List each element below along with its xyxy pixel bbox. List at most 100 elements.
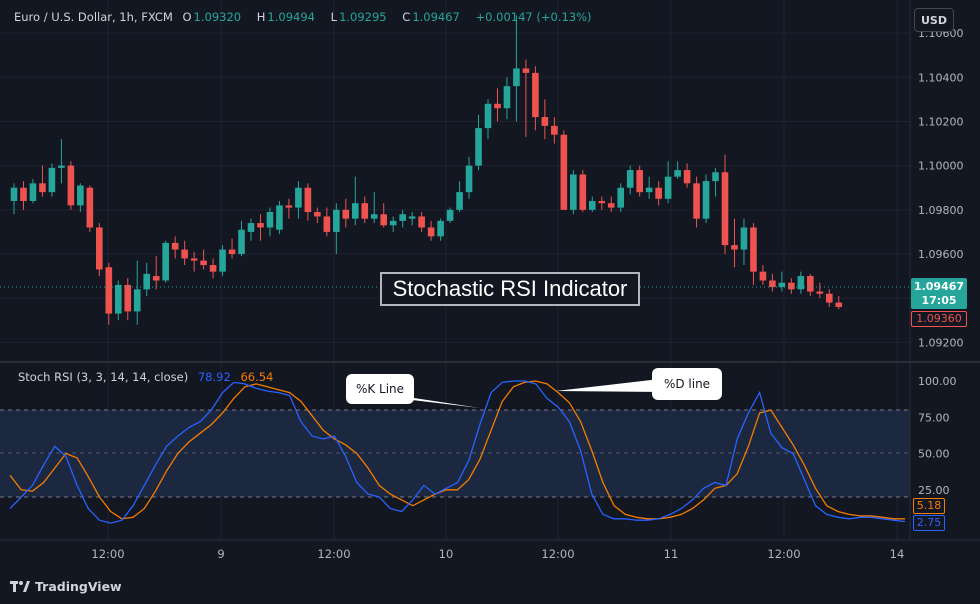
rsi-tick-label: 100.00: [918, 375, 957, 388]
candle-body: [636, 170, 643, 193]
candle-body: [408, 216, 416, 219]
overlay-title: Stochastic RSI Indicator: [380, 272, 640, 306]
candle-body: [655, 187, 662, 199]
candle-body: [503, 86, 511, 109]
candle-body: [114, 284, 122, 314]
rsi-tick-label: 50.00: [918, 448, 950, 461]
price-tick-label: 1.10000: [918, 160, 964, 173]
time-tick-label: 9: [217, 547, 224, 561]
candle-body: [769, 280, 776, 288]
open-value: 1.09320: [193, 10, 242, 24]
candle-body: [96, 227, 103, 270]
high-value: 1.09494: [267, 10, 315, 24]
rsi-d-value: 66.54: [240, 370, 274, 384]
candle-body: [276, 205, 283, 230]
currency-button[interactable]: USD: [914, 8, 954, 32]
time-axis[interactable]: 12:00 9 12:00 10 12:00 11 12:00 14: [91, 547, 904, 561]
candle-body: [124, 284, 132, 312]
candle-body: [797, 276, 805, 290]
candle-body: [399, 214, 406, 221]
candle-body: [759, 271, 767, 281]
close-value: 1.09467: [412, 10, 460, 24]
candle-body: [209, 265, 217, 272]
candle-body: [58, 165, 65, 168]
k-line-pointer: [395, 398, 480, 408]
candle-body: [721, 172, 729, 246]
tradingview-icon: [10, 580, 30, 592]
price-tick-label: 1.09200: [918, 336, 964, 349]
candle-body: [532, 72, 539, 118]
candle-body: [522, 68, 530, 73]
price-tick-label: 1.10200: [918, 115, 964, 128]
candle-body: [285, 205, 293, 208]
candle-body: [465, 165, 473, 193]
rsi-tick-label: 25.00: [918, 484, 950, 497]
candle-body: [29, 183, 37, 201]
candle-body: [342, 209, 350, 219]
candle-body: [579, 174, 587, 210]
candle-body: [323, 216, 331, 232]
last-price: 1.09467: [913, 280, 965, 293]
candle-body: [67, 165, 75, 206]
candle-body: [380, 214, 388, 226]
k-line: [9, 380, 906, 524]
candle-body: [456, 192, 463, 210]
candle-body: [702, 181, 710, 219]
candle-body: [778, 282, 786, 288]
rsi-k-value: 78.92: [197, 370, 231, 384]
candle-body: [190, 258, 198, 261]
rsi-legend[interactable]: Stoch RSI (3, 3, 14, 14, close) 78.92 66…: [18, 370, 273, 384]
candle-body: [427, 227, 435, 237]
candle-body: [607, 203, 615, 208]
candle-body: [133, 289, 141, 312]
rsi-title: Stoch RSI (3, 3, 14, 14, close): [18, 370, 189, 384]
time-tick-label: 12:00: [541, 547, 574, 561]
price-tick-label: 1.09600: [918, 248, 964, 261]
k-last-tag: 2.75: [913, 515, 945, 531]
candle-body: [712, 172, 719, 182]
candle-body: [171, 242, 179, 250]
close-label: C: [402, 10, 411, 24]
candle-body: [560, 134, 568, 210]
candle-body: [541, 117, 549, 126]
time-tick-label: 12:00: [767, 547, 800, 561]
candle-body: [295, 187, 302, 208]
candle-body: [351, 203, 359, 219]
candle-body: [228, 249, 236, 254]
symbol-name: Euro / U.S. Dollar, 1h, FXCM: [14, 10, 173, 24]
candle-body: [750, 227, 757, 272]
candle-body: [551, 125, 558, 135]
candle-body: [39, 183, 46, 193]
candle-body: [143, 273, 151, 290]
k-line-callout: %K Line: [346, 374, 414, 404]
candle-body: [266, 212, 274, 228]
last-price-tag: 1.09467 17:05: [911, 278, 967, 309]
time-tick-label: 12:00: [91, 547, 124, 561]
brand-logo[interactable]: TradingView: [10, 579, 122, 594]
candle-body: [446, 209, 454, 221]
candle-body: [484, 103, 492, 129]
candle-body: [626, 170, 634, 188]
candle-body: [181, 249, 188, 259]
rsi-tick-label: 75.00: [918, 411, 950, 424]
candle-body: [740, 227, 748, 250]
candle-body: [674, 170, 681, 177]
stoch-rsi-series: [9, 380, 906, 524]
candle-body: [247, 223, 255, 232]
price-tick-label: 1.10400: [918, 71, 964, 84]
candle-body: [152, 276, 160, 281]
candle-body: [664, 176, 672, 199]
candle-body: [816, 291, 824, 294]
candle-body: [418, 216, 425, 228]
candle-body: [162, 242, 169, 281]
candle-body: [788, 282, 795, 290]
candle-body: [617, 187, 625, 208]
candle-body: [77, 185, 84, 206]
candle-body: [257, 223, 264, 228]
rsi-axis[interactable]: 100.00 75.00 50.00 25.00: [918, 375, 957, 497]
candle-body: [333, 209, 340, 232]
candle-body: [645, 187, 653, 193]
time-tick-label: 11: [664, 547, 679, 561]
